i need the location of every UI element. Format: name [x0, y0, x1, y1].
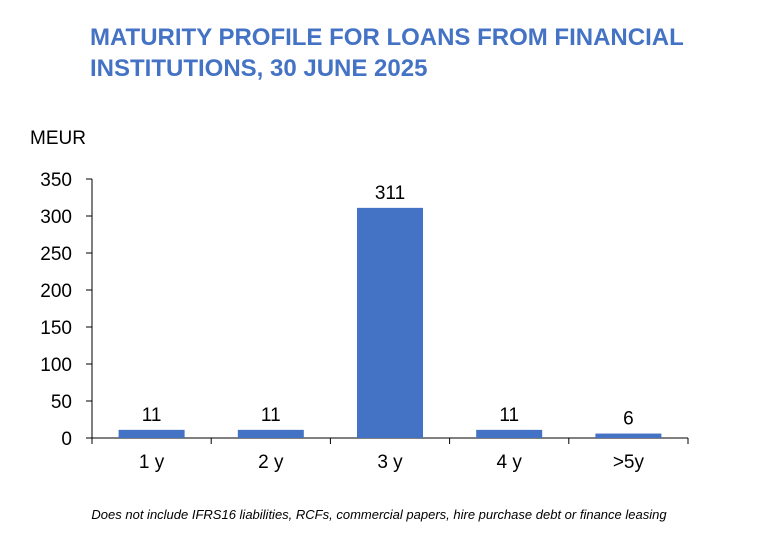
data-label: 11: [499, 405, 519, 426]
chart-title: MATURITY PROFILE FOR LOANS FROM FINANCIA…: [90, 24, 684, 82]
bar: [476, 429, 543, 438]
y-tick-label: 350: [40, 170, 72, 191]
y-tick-label: 100: [40, 355, 72, 376]
y-tick-label: 50: [51, 392, 72, 413]
bar: [118, 429, 185, 438]
x-tick-label: >5y: [613, 452, 645, 473]
y-tick-label: 300: [40, 207, 72, 228]
bars-group: [118, 207, 662, 438]
data-label: 11: [261, 405, 281, 426]
y-tick-label: 250: [40, 244, 72, 265]
data-label: 311: [375, 183, 405, 204]
data-label: 6: [623, 409, 634, 430]
x-tick-label: 1 y: [139, 452, 165, 473]
bar: [595, 433, 662, 438]
x-tick-label: 3 y: [377, 452, 403, 473]
chart-footnote: Does not include IFRS16 liabilities, RCF…: [91, 507, 667, 522]
x-tick-label: 4 y: [497, 452, 523, 473]
chart-axes: 0 50 100 150 200 250 300 350 1 y 2 y 3 y 4 y >5y: [40, 170, 689, 473]
x-tick-label: 2 y: [258, 452, 284, 473]
data-label: 11: [142, 405, 162, 426]
y-tick-label: 150: [40, 318, 72, 339]
y-tick-label: 0: [61, 429, 72, 450]
data-labels-group: 11 11 311 11 6: [142, 183, 634, 430]
bar: [237, 429, 304, 438]
y-tick-label: 200: [40, 281, 72, 302]
bar: [357, 207, 423, 438]
y-axis-unit-label: MEUR: [30, 128, 86, 149]
